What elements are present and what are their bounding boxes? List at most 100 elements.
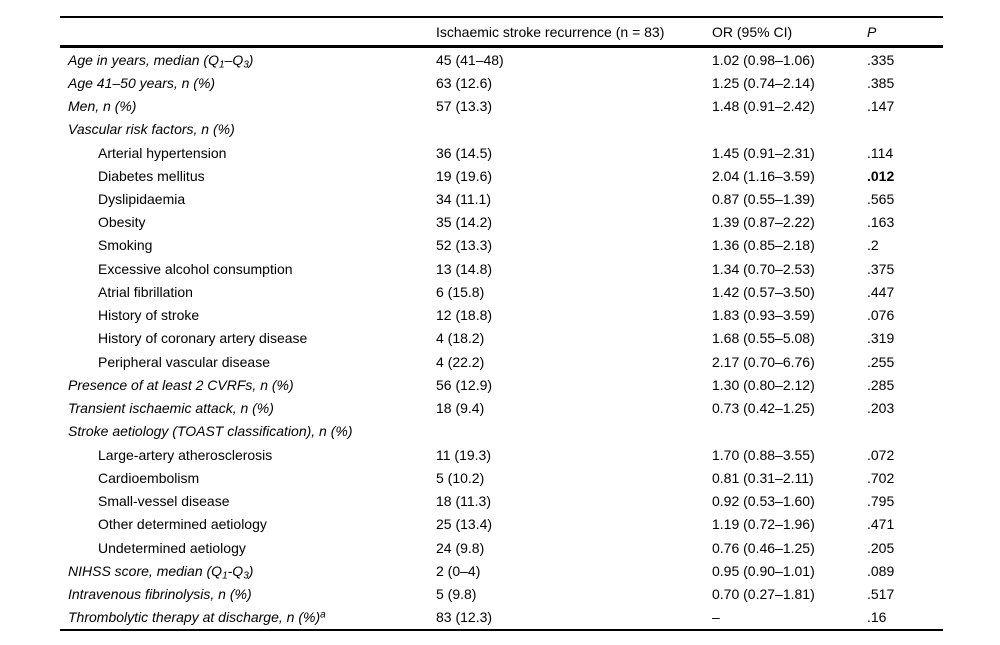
cell-p: .517 [867, 586, 895, 602]
row-label: Undetermined aetiology [98, 539, 246, 556]
cell-or: 0.92 (0.53–1.60) [712, 493, 815, 510]
row-label: Other determined aetiology [98, 516, 267, 533]
table-row: Atrial fibrillation 6 (15.8) 1.42 (0.57–3.… [60, 280, 943, 303]
cell-recurrence: 45 (41–48) [436, 51, 504, 68]
row-label: Thrombolytic therapy at discharge, n (%)… [68, 609, 326, 626]
cell-p: .012 [867, 167, 895, 184]
cell-p: .447 [867, 283, 895, 300]
cell-or: 1.42 (0.57–3.50) [712, 283, 815, 300]
cell-recurrence: 13 (14.8) [436, 260, 493, 277]
header-or: OR (95% CI) [712, 23, 793, 40]
cell-p: .795 [867, 493, 895, 510]
table-row: Cardioembolism 5 (10.2) 0.81 (0.31–2.11) .7… [60, 466, 943, 489]
cell-or: 1.25 (0.74–2.14) [712, 74, 815, 91]
table-row: Transient ischaemic attack, n (%) 18 (9.4… [60, 397, 943, 420]
header-p: P [867, 23, 877, 40]
cell-p: .147 [867, 98, 895, 115]
cell-p: .565 [867, 191, 895, 208]
cell-p: .072 [867, 446, 895, 463]
cell-recurrence: 57 (13.3) [436, 98, 493, 115]
cell-or: 2.04 (1.16–3.59) [712, 167, 815, 184]
cell-recurrence: 11 (19.3) [436, 446, 491, 463]
table-row: Excessive alcohol consumption 13 (14.8) 1.… [60, 257, 943, 280]
row-label: Excessive alcohol consumption [98, 260, 293, 277]
table-row: Age in years, median (Q1–Q3) 45 (41–48) 1.… [60, 48, 943, 71]
cell-p: .163 [867, 214, 895, 231]
table-row: Undetermined aetiology 24 (9.8) 0.76 (0.46… [60, 536, 943, 559]
cell-or: 2.17 (0.70–6.76) [712, 353, 815, 370]
cell-recurrence: 24 (9.8) [436, 539, 485, 556]
cell-or: 1.83 (0.93–3.59) [712, 307, 815, 324]
table-row: Presence of at least 2 CVRFs, n (%) 56 (1… [60, 373, 943, 396]
cell-recurrence: 2 (0–4) [436, 562, 481, 579]
row-label: Arterial hypertension [98, 144, 227, 161]
cell-or: 1.36 (0.85–2.18) [712, 237, 815, 254]
cell-or: 1.19 (0.72–1.96) [712, 516, 815, 533]
cell-recurrence: 83 (12.3) [436, 609, 493, 626]
cell-recurrence: 63 (12.6) [436, 74, 493, 91]
cell-p: .255 [867, 353, 895, 370]
cell-p: .114 [867, 144, 894, 161]
table-row: Intravenous fibrinolysis, n (%) 5 (9.8) 0.… [60, 582, 943, 605]
cell-recurrence: 4 (18.2) [436, 330, 485, 347]
recurrence-table: Ischaemic stroke recurrence (n = 83) OR … [60, 16, 943, 631]
cell-or: 0.73 (0.42–1.25) [712, 400, 815, 417]
row-label: Vascular risk factors, n (%) [68, 121, 235, 138]
cell-recurrence: 19 (19.6) [436, 167, 493, 184]
table-row: Age 41–50 years, n (%) 63 (12.6) 1.25 (0.7… [60, 71, 943, 94]
cell-or: 0.81 (0.31–2.11) [712, 469, 814, 486]
row-label: Obesity [98, 214, 146, 231]
row-label: Small-vessel disease [98, 493, 230, 510]
table-row: History of coronary artery disease 4 (18.… [60, 327, 943, 350]
cell-or: 1.02 (0.98–1.06) [712, 51, 815, 68]
table-row: History of stroke 12 (18.8) 1.83 (0.93–3.5… [60, 304, 943, 327]
row-label: Atrial fibrillation [98, 283, 193, 300]
row-label: Dyslipidaemia [98, 191, 186, 208]
table-row: Other determined aetiology 25 (13.4) 1.19 … [60, 513, 943, 536]
cell-p: .335 [867, 51, 895, 68]
cell-or: – [712, 609, 720, 626]
cell-recurrence: 35 (14.2) [436, 214, 493, 231]
table-row: Arterial hypertension 36 (14.5) 1.45 (0.91… [60, 141, 943, 164]
cell-p: .375 [867, 260, 895, 277]
cell-recurrence: 34 (11.1) [436, 191, 491, 208]
cell-recurrence: 6 (15.8) [436, 283, 485, 300]
cell-recurrence: 4 (22.2) [436, 353, 485, 370]
table-row: NIHSS score, median (Q1-Q3) 2 (0–4) 0.95 (… [60, 559, 943, 582]
cell-p: .2 [867, 237, 879, 254]
row-label: Large-artery atherosclerosis [98, 446, 273, 463]
cell-or: 1.48 (0.91–2.42) [712, 98, 815, 115]
cell-or: 0.87 (0.55–1.39) [712, 191, 815, 208]
cell-p: .205 [867, 539, 895, 556]
table-row: Obesity 35 (14.2) 1.39 (0.87–2.22) .163 [60, 211, 943, 234]
row-label: Diabetes mellitus [98, 167, 205, 184]
cell-recurrence: 36 (14.5) [436, 144, 493, 161]
cell-recurrence: 56 (12.9) [436, 376, 493, 393]
cell-p: .089 [867, 562, 895, 579]
row-label: Men, n (%) [68, 98, 137, 115]
cell-or: 0.70 (0.27–1.81) [712, 586, 815, 602]
cell-or: 0.76 (0.46–1.25) [712, 539, 815, 556]
cell-recurrence: 12 (18.8) [436, 307, 493, 324]
row-label: Cardioembolism [98, 469, 200, 486]
cell-p: .471 [867, 516, 895, 533]
cell-p: .16 [867, 609, 887, 626]
table-row: Small-vessel disease 18 (11.3) 0.92 (0.53–… [60, 489, 943, 512]
cell-recurrence: 18 (11.3) [436, 493, 491, 510]
table-body: Age in years, median (Q1–Q3) 45 (41–48) 1.… [60, 48, 943, 631]
row-label: NIHSS score, median (Q1-Q3) [68, 562, 254, 582]
cell-or: 1.70 (0.88–3.55) [712, 446, 815, 463]
cell-p: .702 [867, 469, 895, 486]
cell-recurrence: 25 (13.4) [436, 516, 493, 533]
cell-or: 1.45 (0.91–2.31) [712, 144, 815, 161]
table-header: Ischaemic stroke recurrence (n = 83) OR … [60, 16, 943, 48]
row-label: Age 41–50 years, n (%) [68, 74, 216, 91]
cell-p: .076 [867, 307, 895, 324]
header-recurrence: Ischaemic stroke recurrence (n = 83) [436, 23, 665, 40]
cell-or: 0.95 (0.90–1.01) [712, 562, 815, 579]
cell-p: .203 [867, 400, 895, 417]
table-row: Smoking 52 (13.3) 1.36 (0.85–2.18) .2 [60, 234, 943, 257]
cell-p: .319 [867, 330, 895, 347]
row-label: Age in years, median (Q1–Q3) [68, 51, 254, 71]
